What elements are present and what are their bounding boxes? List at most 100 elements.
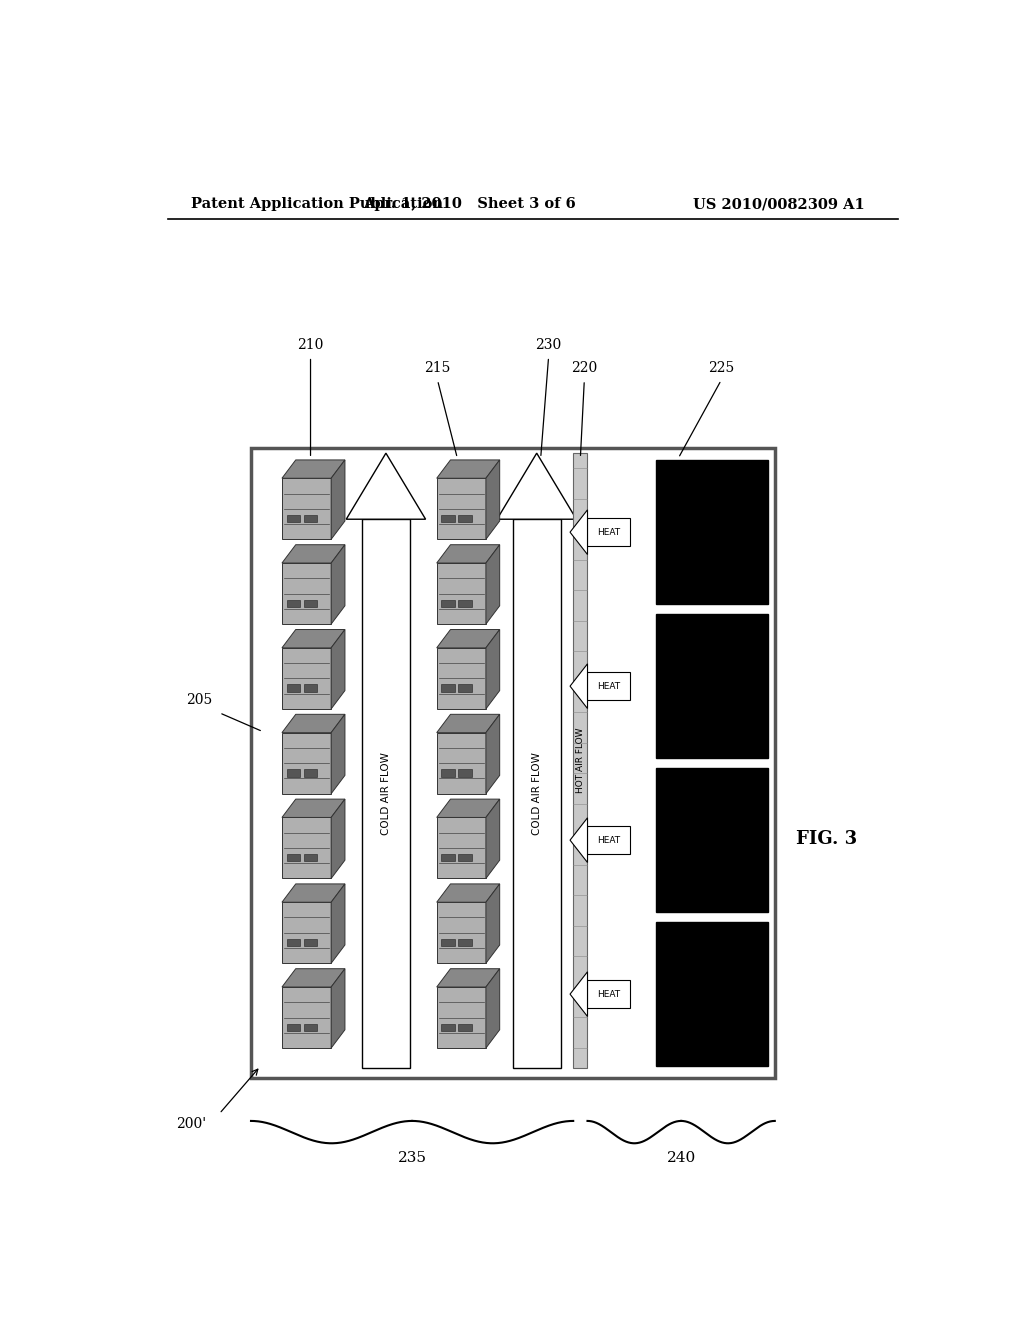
Bar <box>436 648 486 709</box>
Bar <box>459 854 472 862</box>
Polygon shape <box>282 459 345 478</box>
Polygon shape <box>436 714 500 733</box>
Bar <box>287 685 300 692</box>
Polygon shape <box>570 510 588 554</box>
Polygon shape <box>346 453 426 519</box>
Bar <box>441 515 456 523</box>
Text: HEAT: HEAT <box>597 990 621 999</box>
Bar <box>304 770 317 776</box>
Text: HEAT: HEAT <box>597 836 621 845</box>
Bar <box>459 1023 472 1031</box>
Bar <box>441 685 456 692</box>
Bar <box>655 461 768 605</box>
Bar <box>459 599 472 607</box>
Polygon shape <box>282 714 345 733</box>
Bar <box>304 685 317 692</box>
Polygon shape <box>486 714 500 793</box>
Polygon shape <box>331 630 345 709</box>
Polygon shape <box>497 453 577 519</box>
Polygon shape <box>570 664 588 709</box>
Bar <box>459 939 472 946</box>
Polygon shape <box>570 818 588 862</box>
Polygon shape <box>331 714 345 793</box>
Text: Patent Application Publication: Patent Application Publication <box>191 197 443 211</box>
Text: FIG. 3: FIG. 3 <box>796 830 857 847</box>
Bar <box>573 453 588 1068</box>
Bar <box>304 599 317 607</box>
Bar <box>287 1023 300 1031</box>
Text: 235: 235 <box>397 1151 427 1166</box>
Bar <box>282 648 331 709</box>
Polygon shape <box>436 884 500 903</box>
Polygon shape <box>436 630 500 648</box>
Bar <box>655 768 768 912</box>
Bar <box>304 939 317 946</box>
Text: 240: 240 <box>667 1151 695 1166</box>
Bar <box>251 447 775 1078</box>
Bar <box>287 770 300 776</box>
Bar <box>655 923 768 1067</box>
Bar <box>282 564 331 624</box>
Bar <box>282 987 331 1048</box>
Text: 225: 225 <box>709 360 734 375</box>
Bar <box>436 733 486 793</box>
Polygon shape <box>282 884 345 903</box>
Text: HEAT: HEAT <box>597 528 621 537</box>
Polygon shape <box>436 969 500 987</box>
Polygon shape <box>331 969 345 1048</box>
Polygon shape <box>486 799 500 879</box>
Text: 220: 220 <box>571 360 597 375</box>
Bar <box>588 826 630 854</box>
Polygon shape <box>282 799 345 817</box>
Text: 215: 215 <box>424 360 451 375</box>
Text: COLD AIR FLOW: COLD AIR FLOW <box>531 752 542 836</box>
Bar <box>588 672 630 701</box>
Bar <box>441 939 456 946</box>
Bar <box>304 1023 317 1031</box>
Polygon shape <box>331 884 345 964</box>
Text: 210: 210 <box>297 338 324 351</box>
Bar <box>436 987 486 1048</box>
Bar <box>282 817 331 879</box>
Text: US 2010/0082309 A1: US 2010/0082309 A1 <box>693 197 864 211</box>
Bar <box>436 817 486 879</box>
Bar <box>304 515 317 523</box>
Bar <box>287 939 300 946</box>
Bar <box>287 854 300 862</box>
Bar <box>287 599 300 607</box>
Polygon shape <box>331 459 345 540</box>
Bar <box>282 903 331 964</box>
Polygon shape <box>486 884 500 964</box>
Bar <box>436 478 486 540</box>
Bar <box>282 478 331 540</box>
Bar <box>459 770 472 776</box>
Bar <box>459 515 472 523</box>
Bar <box>362 519 410 1068</box>
Bar <box>441 770 456 776</box>
Bar <box>436 903 486 964</box>
Bar <box>459 685 472 692</box>
Bar <box>588 517 630 546</box>
Bar <box>588 979 630 1008</box>
Polygon shape <box>486 545 500 624</box>
Text: 205: 205 <box>186 693 213 708</box>
Text: HEAT: HEAT <box>597 681 621 690</box>
Polygon shape <box>570 972 588 1016</box>
Polygon shape <box>282 545 345 564</box>
Polygon shape <box>486 459 500 540</box>
Polygon shape <box>282 630 345 648</box>
Polygon shape <box>331 799 345 879</box>
Text: HOT AIR FLOW: HOT AIR FLOW <box>575 727 585 793</box>
Bar <box>436 564 486 624</box>
Text: 230: 230 <box>536 338 562 351</box>
Bar <box>441 1023 456 1031</box>
Bar <box>441 599 456 607</box>
Bar <box>304 854 317 862</box>
Bar <box>513 519 560 1068</box>
Polygon shape <box>436 799 500 817</box>
Polygon shape <box>486 969 500 1048</box>
Bar <box>655 614 768 758</box>
Polygon shape <box>331 545 345 624</box>
Bar <box>441 854 456 862</box>
Bar <box>282 733 331 793</box>
